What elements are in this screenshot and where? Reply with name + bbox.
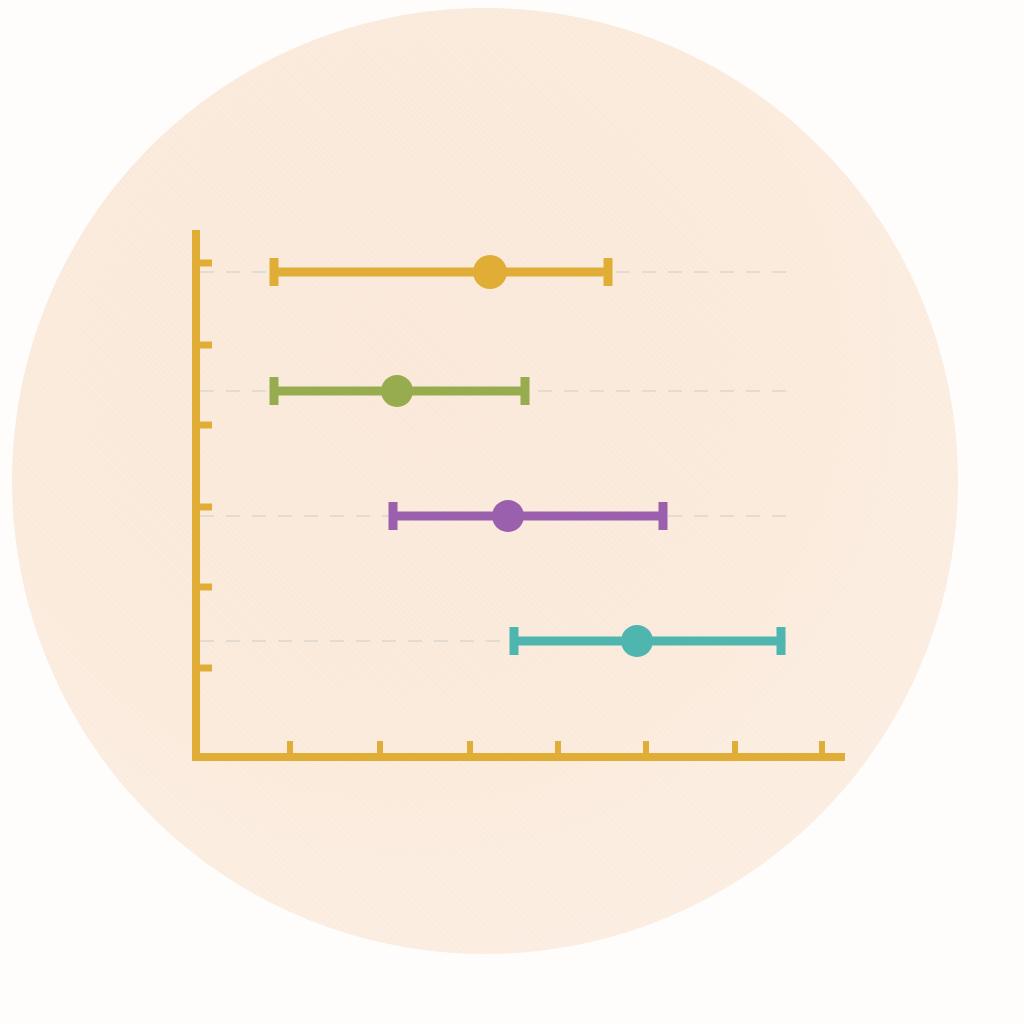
axes-spines: [192, 230, 845, 761]
series-2-errorbar[interactable]: [269, 375, 530, 407]
series-3-errorbar[interactable]: [388, 500, 668, 532]
series-1-errorbar[interactable]: [269, 255, 613, 289]
series-1-point-marker[interactable]: [473, 255, 507, 289]
series-2-point-marker[interactable]: [381, 375, 413, 407]
gridlines-group: [200, 271, 790, 642]
y-axis-ticks: [196, 259, 212, 672]
series-4-point-marker[interactable]: [621, 625, 653, 657]
x-axis-ticks: [287, 741, 825, 757]
decorative-circle-backdrop: [12, 8, 958, 954]
series-3-point-marker[interactable]: [492, 500, 524, 532]
series-4-errorbar[interactable]: [509, 625, 786, 657]
